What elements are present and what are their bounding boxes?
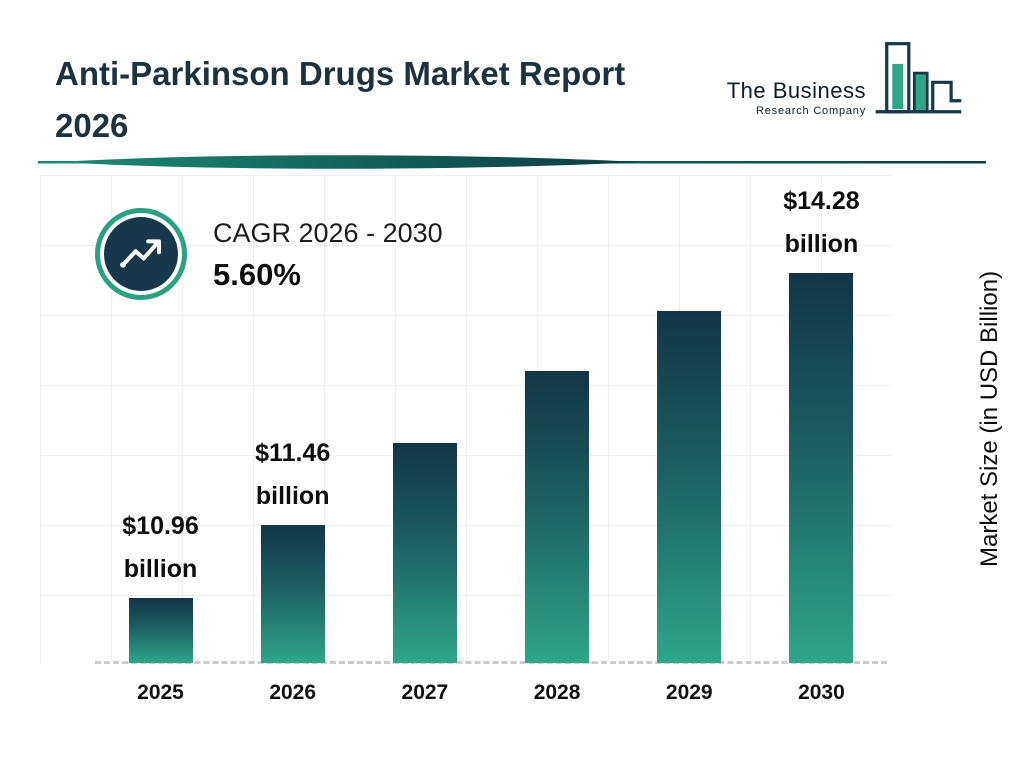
cagr-texts: CAGR 2026 - 2030 5.60% [213, 208, 443, 293]
y-axis-label: Market Size (in USD Billion) [976, 270, 1003, 568]
bar-2030: $14.28 billion [783, 187, 860, 663]
company-logo: The Business Research Company [727, 40, 964, 137]
x-tick-2028: 2028 [533, 681, 581, 704]
trend-up-icon [104, 217, 178, 291]
header-divider [38, 155, 986, 169]
company-logo-text: The Business Research Company [727, 78, 866, 117]
cagr-icon-ring [95, 208, 187, 300]
company-subname: Research Company [755, 105, 866, 117]
x-tick-2029: 2029 [665, 681, 713, 704]
x-tick-2025: 2025 [137, 681, 184, 704]
cagr-badge: CAGR 2026 - 2030 5.60% [95, 208, 443, 300]
bar-2029 [657, 311, 722, 663]
bar-column-2025: $10.96 billion 2025 [95, 175, 226, 704]
bar-column-2028: 2028 [492, 175, 623, 704]
bar-column-2026: $11.46 billion 2026 [227, 175, 358, 704]
bar-2027 [392, 443, 457, 663]
bar-column-2029: 2029 [624, 175, 755, 704]
x-tick-2026: 2026 [269, 681, 317, 704]
page-title: Anti-Parkinson Drugs Market Report 2026 [55, 48, 695, 152]
bar-column-2027: 2027 [359, 175, 490, 704]
x-tick-2027: 2027 [401, 681, 449, 704]
chart-baseline [95, 661, 887, 664]
bar-2026: $11.46 billion [255, 439, 330, 663]
page-title-line2: 2026 [55, 107, 129, 145]
company-name: The Business [726, 78, 866, 103]
bar-value-label-2026: $11.46 billion [255, 439, 331, 510]
cagr-value: 5.60% [213, 257, 301, 292]
bar-2025: $10.96 billion [122, 512, 199, 663]
bar-column-2030: $14.28 billion 2030 [756, 175, 887, 704]
x-tick-2030: 2030 [798, 681, 845, 704]
logo-bars-icon [872, 40, 964, 137]
bar-value-label-2025: $10.96 billion [122, 512, 199, 583]
page-title-line1: Anti-Parkinson Drugs Market Report [55, 55, 626, 92]
bar-2028 [525, 371, 590, 663]
bar-value-label-2030: $14.28 billion [783, 187, 860, 258]
plot-area: $10.96 billion 2025 $11.46 billion 2026 2027 20… [95, 175, 887, 704]
cagr-label: CAGR 2026 - 2030 [213, 218, 443, 248]
